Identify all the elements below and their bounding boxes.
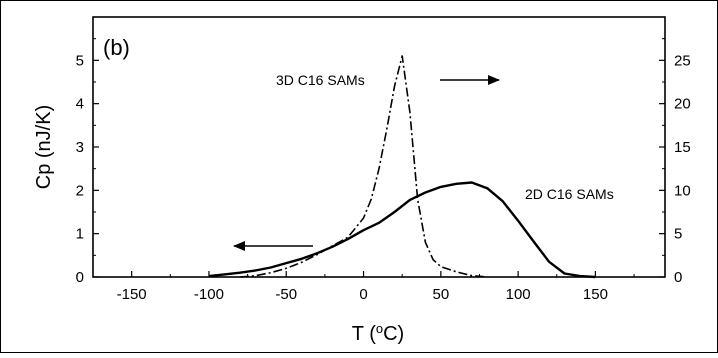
annotation-2d-label: 2D C16 SAMs [525,186,614,202]
y-right-tick-label: 10 [674,182,691,199]
y-left-tick-label: 1 [76,226,84,243]
y-right-tick-label: 20 [674,96,691,113]
x-tick-label: -100 [194,286,224,303]
y-axis-label: Cp (nJ/K) [33,105,55,189]
y-right-tick-label: 15 [674,139,691,156]
x-axis-label-suffix: C) [383,323,404,345]
series-line-3d [239,55,488,278]
annotation-3d-label: 3D C16 SAMs [276,72,365,88]
y-left-tick-label: 3 [76,139,84,156]
x-tick-label: 100 [506,286,531,303]
x-tick-label: -50 [275,286,297,303]
x-tick-label: -150 [117,286,147,303]
series-line-2d [208,181,596,279]
y-right-tick-label: 0 [674,269,682,286]
y-left-tick-label: 2 [76,182,84,199]
x-tick-label: 0 [359,286,367,303]
x-tick-label: 50 [432,286,449,303]
y-left-tick-label: 4 [76,96,84,113]
y-right-tick-label: 25 [674,52,691,69]
x-axis-label-prefix: T ( [352,323,376,345]
y-right-tick-label: 5 [674,226,682,243]
plot-frame [92,16,666,278]
series-layer [208,55,596,279]
panel-label: (b) [103,35,130,60]
x-axis-label: T (oC) [352,321,404,346]
x-tick-label: 150 [583,286,608,303]
y-left-tick-label: 0 [76,269,84,286]
x-axis-label-degree: o [376,321,383,336]
y-left-tick-label: 5 [76,52,84,69]
